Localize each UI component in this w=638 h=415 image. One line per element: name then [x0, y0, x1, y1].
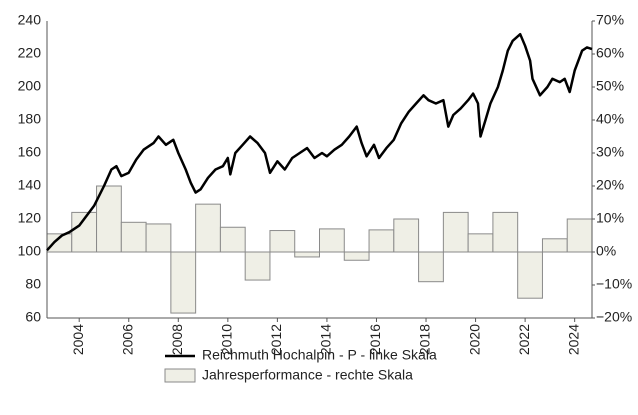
y-tick-label: 180 — [18, 111, 42, 127]
bar — [294, 251, 320, 258]
y-tick-label: 60 — [25, 309, 41, 325]
y-tick-label: 220 — [18, 45, 42, 61]
bar — [195, 203, 221, 253]
bar — [517, 251, 543, 299]
x-tick-label: 2012 — [268, 324, 284, 355]
y-tick-label: 200 — [18, 78, 42, 94]
x-tick-label: 2010 — [219, 324, 235, 355]
bar — [319, 228, 345, 253]
x-tick-label: 2006 — [119, 324, 135, 355]
bar — [467, 233, 494, 253]
y-tick-label: 240 — [18, 12, 42, 28]
x-tick-label: 2022 — [516, 324, 532, 355]
legend-bar-swatch — [164, 368, 196, 383]
y2-tick-label: 20% — [596, 177, 624, 193]
y2-tick-label: 10% — [596, 210, 624, 226]
y2-tick-label: −10% — [596, 276, 632, 292]
y-tick-label: 160 — [18, 144, 42, 160]
y2-tick-label: 0% — [596, 243, 616, 259]
x-tick-label: 2020 — [466, 324, 482, 355]
bar — [418, 251, 444, 283]
bar — [368, 229, 395, 253]
y-tick-label: 140 — [18, 177, 42, 193]
bar — [170, 251, 197, 314]
bar — [244, 251, 271, 281]
line — [46, 32, 593, 252]
y2-tick-label: 40% — [596, 111, 624, 127]
legend-label: Jahresperformance - rechte Skala — [202, 367, 413, 383]
y2-tick-label: 30% — [596, 144, 624, 160]
y2-tick-label: 60% — [596, 45, 624, 61]
x-tick-label: 2024 — [565, 324, 581, 355]
bar — [541, 238, 568, 253]
y2-tick-label: 50% — [596, 78, 624, 94]
y-tick-label: 120 — [18, 210, 42, 226]
y-tick-label: 100 — [18, 243, 42, 259]
bar — [442, 211, 469, 253]
legend-label: Reichmuth Hochalpin - P - linke Skala — [202, 347, 437, 363]
bar — [492, 211, 519, 253]
x-tick-label: 2018 — [417, 324, 433, 355]
y2-tick-label: −20% — [596, 309, 632, 325]
bar — [566, 218, 593, 253]
y2-tick-label: 70% — [596, 12, 624, 28]
x-tick-label: 2014 — [318, 324, 334, 355]
x-tick-label: 2016 — [367, 324, 383, 355]
bar — [219, 226, 246, 253]
bar — [145, 223, 172, 253]
bar — [269, 230, 296, 253]
bar — [393, 218, 420, 253]
x-tick-label: 2004 — [70, 324, 86, 355]
y-tick-label: 80 — [25, 276, 41, 292]
bar — [343, 251, 370, 261]
x-tick-label: 2008 — [169, 324, 185, 355]
bar — [120, 221, 147, 253]
